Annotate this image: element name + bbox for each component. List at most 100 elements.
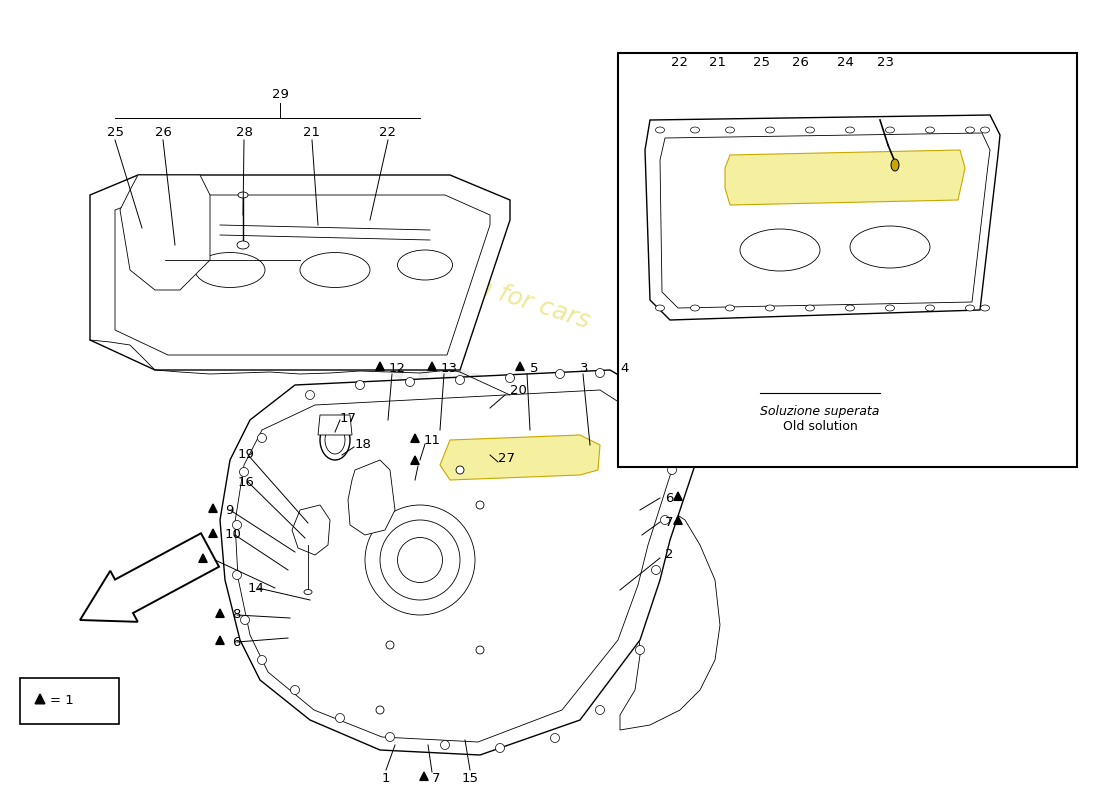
Ellipse shape	[980, 305, 990, 311]
Ellipse shape	[925, 127, 935, 133]
Ellipse shape	[886, 127, 894, 133]
Ellipse shape	[304, 590, 312, 594]
Ellipse shape	[257, 434, 266, 442]
Polygon shape	[620, 510, 721, 730]
Ellipse shape	[324, 426, 345, 454]
Ellipse shape	[397, 250, 452, 280]
Polygon shape	[220, 370, 700, 755]
Text: europarts: europarts	[316, 314, 608, 454]
Text: = 1: = 1	[50, 694, 74, 707]
Ellipse shape	[236, 241, 249, 249]
Ellipse shape	[980, 127, 990, 133]
Ellipse shape	[651, 566, 660, 574]
Polygon shape	[420, 772, 428, 780]
Text: 17: 17	[340, 411, 358, 425]
Ellipse shape	[805, 127, 814, 133]
Ellipse shape	[691, 305, 700, 311]
Ellipse shape	[850, 226, 930, 268]
Text: 12: 12	[389, 362, 406, 374]
Ellipse shape	[766, 305, 774, 311]
Polygon shape	[216, 609, 224, 618]
Ellipse shape	[476, 646, 484, 654]
FancyArrow shape	[80, 534, 219, 622]
Ellipse shape	[476, 501, 484, 509]
Ellipse shape	[440, 741, 450, 750]
Ellipse shape	[891, 159, 899, 171]
Polygon shape	[35, 694, 45, 704]
Ellipse shape	[726, 305, 735, 311]
Text: 25: 25	[107, 126, 123, 139]
Ellipse shape	[666, 435, 674, 445]
Text: 24: 24	[837, 55, 854, 69]
Polygon shape	[516, 362, 525, 370]
Ellipse shape	[966, 305, 975, 311]
Polygon shape	[440, 435, 600, 480]
Ellipse shape	[195, 253, 265, 287]
Ellipse shape	[455, 375, 464, 385]
Text: 18: 18	[355, 438, 372, 451]
Polygon shape	[199, 554, 207, 562]
Text: 22: 22	[379, 126, 396, 139]
Text: 5: 5	[530, 362, 539, 374]
Polygon shape	[209, 529, 217, 538]
Ellipse shape	[656, 127, 664, 133]
Ellipse shape	[691, 127, 700, 133]
Text: 4: 4	[620, 362, 628, 374]
Ellipse shape	[925, 305, 935, 311]
Polygon shape	[674, 492, 682, 501]
Ellipse shape	[668, 466, 676, 474]
Text: 21: 21	[710, 55, 726, 69]
Ellipse shape	[376, 706, 384, 714]
Polygon shape	[376, 362, 384, 370]
Polygon shape	[90, 175, 510, 370]
Ellipse shape	[506, 374, 515, 382]
Polygon shape	[348, 460, 395, 535]
Text: 26: 26	[155, 126, 172, 139]
Ellipse shape	[300, 253, 370, 287]
Ellipse shape	[595, 369, 605, 378]
Ellipse shape	[320, 420, 350, 460]
Text: 7: 7	[664, 515, 673, 529]
Text: 26: 26	[792, 55, 808, 69]
Ellipse shape	[241, 615, 250, 625]
Polygon shape	[209, 504, 217, 512]
Ellipse shape	[240, 467, 249, 477]
Polygon shape	[660, 133, 990, 308]
Text: Soluzione superata: Soluzione superata	[760, 405, 880, 418]
Ellipse shape	[805, 305, 814, 311]
Polygon shape	[725, 150, 965, 205]
Ellipse shape	[550, 734, 560, 742]
Text: 29: 29	[272, 89, 288, 102]
Ellipse shape	[886, 305, 894, 311]
Ellipse shape	[660, 515, 670, 525]
Text: 21: 21	[304, 126, 320, 139]
Ellipse shape	[636, 646, 645, 654]
Ellipse shape	[766, 127, 774, 133]
Text: 1: 1	[382, 771, 390, 785]
Polygon shape	[292, 505, 330, 555]
Ellipse shape	[397, 538, 442, 582]
Text: 11: 11	[424, 434, 441, 446]
Polygon shape	[120, 175, 210, 290]
Text: 28: 28	[235, 126, 252, 139]
Text: a passion for cars: a passion for cars	[375, 242, 593, 334]
Ellipse shape	[740, 229, 820, 271]
Ellipse shape	[556, 370, 564, 378]
Text: 22: 22	[671, 55, 689, 69]
Polygon shape	[318, 415, 352, 435]
Ellipse shape	[846, 305, 855, 311]
Text: 10: 10	[226, 529, 242, 542]
Ellipse shape	[726, 127, 735, 133]
Text: 20: 20	[510, 383, 527, 397]
Text: 19: 19	[238, 449, 255, 462]
Ellipse shape	[456, 466, 464, 474]
Ellipse shape	[290, 686, 299, 694]
Polygon shape	[674, 516, 682, 525]
Text: 8: 8	[232, 609, 241, 622]
Text: 6: 6	[232, 635, 241, 649]
Text: 9: 9	[226, 503, 233, 517]
Ellipse shape	[386, 641, 394, 649]
Polygon shape	[645, 115, 1000, 320]
Ellipse shape	[336, 714, 344, 722]
Ellipse shape	[385, 733, 395, 742]
